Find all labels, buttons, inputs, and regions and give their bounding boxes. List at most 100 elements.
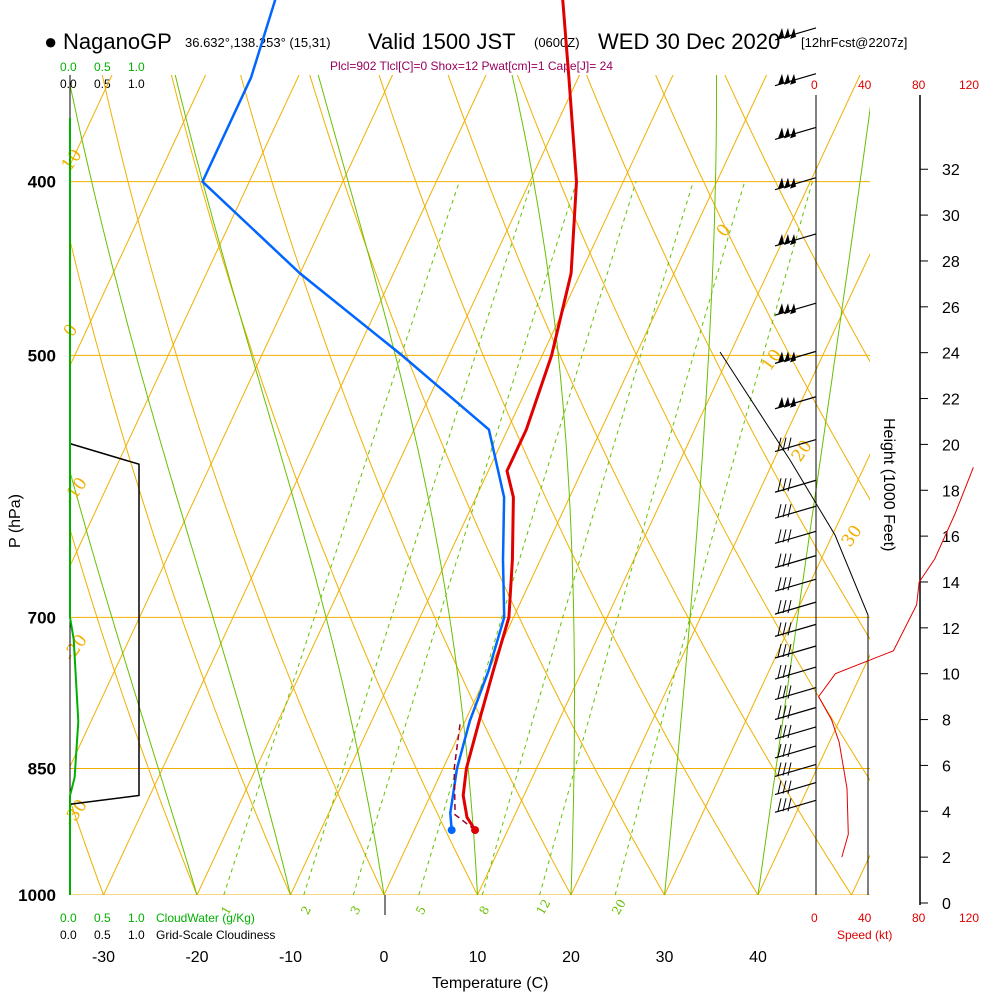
speed-bot-tick-2: 80 — [912, 911, 926, 925]
height-tick-28: 28 — [942, 254, 960, 271]
wind-barb-flag-3-0 — [778, 27, 784, 39]
wind-barb-staff-17 — [774, 601, 817, 615]
wind-barb-feather-24-1 — [782, 743, 787, 758]
dry-adiabat--40 — [0, 0, 10, 895]
wind-barb-feather-13-0 — [777, 504, 782, 518]
wind-speed-profile — [818, 467, 974, 858]
moist-adiabat-4 — [511, 75, 575, 895]
cl-top-tick-1: 0.5 — [94, 77, 111, 91]
x-axis-label: Temperature (C) — [432, 975, 548, 992]
wind-barb-19 — [774, 643, 817, 659]
parcel-profile — [453, 721, 476, 831]
dry-adiabat-90 — [724, 75, 870, 363]
cl-bot-tick-0: 0.0 — [60, 928, 77, 942]
wind-barb-feather-19-1 — [782, 643, 787, 658]
wind-barb-12 — [774, 478, 817, 493]
wind-barb-feather-24-2 — [787, 743, 792, 758]
wind-barb-feather-16-1 — [782, 577, 787, 591]
wind-barb-flag-8-2 — [790, 303, 796, 315]
zulu-time: (0600Z) — [534, 35, 580, 50]
moist-adiabat-1 — [70, 82, 291, 895]
dry-adiabat-10 — [170, 75, 478, 895]
wind-barb-feather-17-0 — [777, 600, 782, 614]
dry-adiabat-0 — [101, 75, 385, 895]
height-tick-20: 20 — [942, 437, 960, 454]
pressure-tick-1000: 1000 — [18, 886, 56, 905]
mixing-ratio-line-1 — [223, 181, 460, 895]
wind-barb-feather-27-2 — [787, 798, 792, 812]
speed-top-tick-1: 40 — [858, 78, 872, 92]
wind-barb-feather-11-2 — [787, 437, 792, 451]
adiabat-label-8: 30 — [838, 522, 867, 551]
cloudiness-label: Grid-Scale Cloudiness — [156, 928, 275, 942]
wind-barb-feather-12-2 — [787, 478, 792, 492]
wind-barb-staff-22 — [774, 706, 817, 721]
dry-adiabat--10 — [70, 238, 291, 895]
wind-barb-staff-14 — [774, 530, 817, 544]
mixing-ratio-label-5: 5 — [413, 903, 429, 917]
mixing-ratio-line-3 — [352, 181, 578, 895]
speed-bot-tick-0: 0 — [811, 911, 818, 925]
dry-adiabat-70 — [585, 75, 870, 641]
wind-barb-flag-3-2 — [790, 27, 796, 39]
isotherm-30 — [664, 453, 870, 895]
wind-barb-staff-6 — [774, 177, 817, 191]
height-tick-32: 32 — [942, 162, 960, 179]
height-tick-12: 12 — [942, 621, 960, 638]
wind-barb-flag-6-0 — [778, 177, 784, 189]
wind-barb-flag-4-2 — [790, 73, 796, 85]
dry-adiabat-40 — [378, 75, 759, 895]
temp-tick-30: 30 — [656, 949, 674, 966]
wind-barb-7 — [774, 233, 817, 247]
wind-barb-staff-5 — [774, 126, 817, 141]
wind-barb-flag-5-1 — [784, 127, 790, 139]
wind-barb-feather-15-0 — [777, 553, 782, 567]
wind-barb-20 — [774, 664, 817, 680]
moist-adiabat-2 — [174, 75, 385, 895]
adiabat-label-2: -10 — [60, 474, 92, 508]
wind-barb-flag-10-0 — [778, 396, 784, 408]
wind-barb-11 — [774, 437, 817, 453]
cloudwater-scale-bottom: 0.0 0.5 1.0 CloudWater (g/Kg) 0.0 0.5 1.… — [60, 911, 275, 942]
wind-barb-staff-20 — [774, 666, 817, 680]
pressure-tick-850: 850 — [28, 759, 56, 778]
dry-adiabat--20 — [70, 527, 198, 895]
pressure-tick-400: 400 — [28, 173, 56, 192]
wind-barb-feather-11-1 — [782, 437, 787, 451]
height-tick-10: 10 — [942, 667, 960, 684]
height-tick-4: 4 — [942, 804, 951, 821]
cl-top-tick-0: 0.0 — [60, 77, 77, 91]
wind-barb-feather-16-2 — [787, 577, 792, 591]
moist-adiabat-6 — [757, 106, 870, 895]
isotherm-0 — [383, 75, 768, 895]
height-tick-14: 14 — [942, 575, 960, 592]
height-tick-24: 24 — [942, 346, 960, 363]
wind-barb-27 — [774, 798, 817, 813]
wind-barb-feather-12-0 — [777, 478, 782, 492]
wind-barb-feather-14-1 — [782, 529, 787, 543]
wind-barb-feather-15-1 — [782, 553, 787, 567]
wind-barb-feather-15-2 — [787, 553, 792, 567]
wind-barb-feather-11-0 — [777, 437, 782, 451]
wind-barb-13 — [774, 504, 817, 519]
station-name: NaganoGP — [63, 29, 172, 54]
isotherm--50 — [70, 75, 300, 568]
wind-barb-feather-17-2 — [787, 600, 792, 614]
surface-temperature-point — [471, 826, 480, 835]
wind-barb-feather-13-2 — [787, 504, 792, 518]
wind-barb-flag-10-2 — [790, 396, 796, 408]
temp-tick-40: 40 — [749, 949, 767, 966]
wind-barb-6 — [774, 177, 817, 191]
wind-barb-feather-20-0 — [777, 664, 782, 679]
wind-barb-feather-18-1 — [782, 622, 787, 636]
wind-barb-feather-23-2 — [787, 724, 792, 739]
wind-barb-8 — [774, 302, 817, 316]
wind-barb-flag-6-1 — [784, 177, 790, 189]
speed-top-tick-0: 0 — [811, 78, 818, 92]
wind-barb-feather-18-0 — [777, 622, 782, 636]
wind-barb-staff-18 — [774, 623, 817, 637]
wind-barb-24 — [774, 743, 817, 759]
dry-adiabat-20 — [240, 75, 572, 895]
valid-date: WED 30 Dec 2020 — [598, 29, 780, 54]
mixing-ratio-line-5 — [418, 181, 637, 895]
